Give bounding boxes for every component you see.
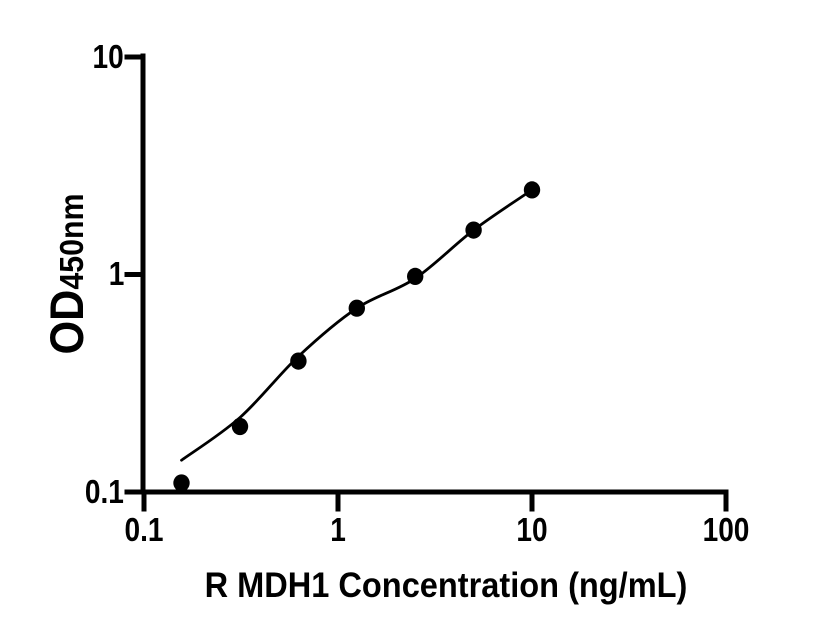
x-axis-title: R MDH1 Concentration (ng/mL) <box>204 566 688 605</box>
data-point <box>348 299 365 317</box>
data-point <box>173 474 190 492</box>
y-tick-label-10: 10 <box>92 38 124 75</box>
data-points <box>173 181 541 492</box>
x-tick-label-0p1: 0.1 <box>124 511 164 548</box>
y-axis-title-main: OD <box>40 289 93 355</box>
y-axis-title-subscript: 450nm <box>53 193 90 290</box>
data-point <box>290 352 307 370</box>
data-point <box>231 417 249 436</box>
y-tick-label-1: 1 <box>108 255 124 292</box>
y-tick-label-0p1: 0.1 <box>85 473 124 510</box>
data-point <box>465 221 482 239</box>
x-tick-label-1: 1 <box>330 511 346 548</box>
data-point <box>523 181 541 199</box>
tick-marks <box>124 54 729 512</box>
x-tick-label-100: 100 <box>702 511 750 548</box>
y-axis-title: OD 450nm <box>40 127 103 421</box>
axes <box>140 53 729 495</box>
x-tick-label-10: 10 <box>516 511 548 548</box>
data-point <box>407 267 424 285</box>
